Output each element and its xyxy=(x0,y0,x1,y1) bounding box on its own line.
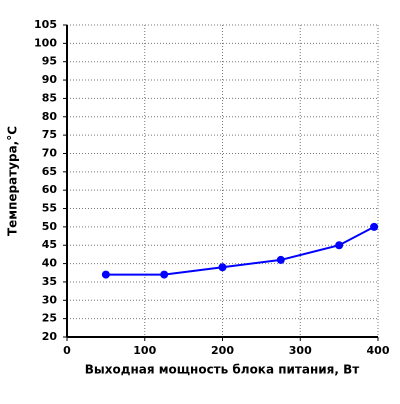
x-tick-label: 300 xyxy=(289,344,312,357)
y-tick-label: 105 xyxy=(34,18,57,31)
y-tick-label: 45 xyxy=(42,238,57,251)
y-tick-label: 25 xyxy=(42,312,57,325)
y-tick-label: 95 xyxy=(42,55,57,68)
data-point xyxy=(370,222,379,231)
y-tick-label: 85 xyxy=(42,91,57,104)
y-tick-label: 40 xyxy=(42,257,58,270)
y-tick-label: 65 xyxy=(42,165,57,178)
y-tick-label: 70 xyxy=(42,146,58,159)
y-tick-label: 30 xyxy=(42,293,58,306)
y-tick-label: 75 xyxy=(42,128,57,141)
x-tick-label: 0 xyxy=(63,344,71,357)
y-tick-label: 55 xyxy=(42,202,57,215)
data-point xyxy=(160,270,169,279)
y-tick-label: 90 xyxy=(42,73,58,86)
x-axis-label: Выходная мощность блока питания, Вт xyxy=(85,363,360,377)
data-point xyxy=(218,263,227,272)
y-tick-label: 60 xyxy=(42,183,58,196)
x-tick-label: 200 xyxy=(211,344,234,357)
data-point xyxy=(276,255,285,264)
y-tick-label: 80 xyxy=(42,110,58,123)
y-tick-label: 20 xyxy=(42,330,58,343)
x-tick-label: 100 xyxy=(133,344,156,357)
y-tick-label: 50 xyxy=(42,220,58,233)
y-tick-label: 100 xyxy=(34,36,57,49)
y-tick-label: 35 xyxy=(42,275,57,288)
data-point xyxy=(101,270,110,279)
y-axis-label: Температура,°С xyxy=(6,126,20,236)
data-point xyxy=(335,241,344,250)
x-tick-label: 400 xyxy=(367,344,390,357)
series-line xyxy=(105,225,375,276)
